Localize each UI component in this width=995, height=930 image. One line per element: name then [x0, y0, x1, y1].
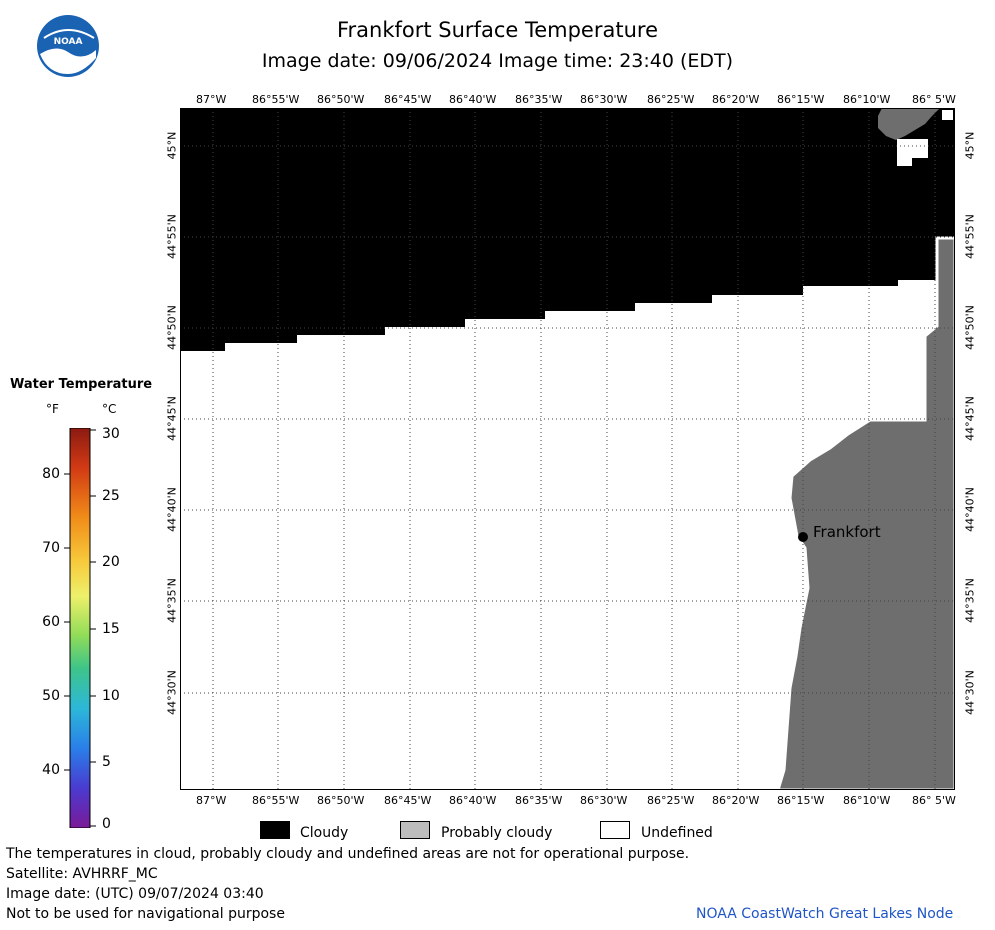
colorbar-f-label: 80 [42, 466, 60, 482]
lon-tick-bottom: 86°20'W [712, 794, 760, 807]
colorbar-title: Water Temperature [10, 377, 153, 392]
legend-label-cloudy: Cloudy [300, 825, 349, 841]
land-area-north [878, 108, 940, 140]
colorbar-c-label: 15 [102, 621, 120, 637]
lat-tick-left: 44°30'N [165, 670, 179, 715]
footer-satellite: Satellite: AVHRRF_MC [6, 866, 158, 882]
colorbar-c-label: 20 [102, 554, 120, 570]
lon-tick-top: 86°40'W [449, 93, 497, 106]
lon-tick-top: 86°20'W [712, 93, 760, 106]
image-date-time: Image date: 09/06/2024 Image time: 23:40… [261, 50, 734, 72]
frankfort-label: Frankfort [813, 523, 881, 541]
lat-tick-right: 44°30'N [963, 670, 977, 715]
lat-tick-left: 44°35'N [165, 578, 179, 623]
unit-fahrenheit: °F [46, 402, 59, 416]
temperature-colorbar [64, 428, 96, 828]
colorbar-c-label: 30 [102, 426, 120, 442]
lon-tick-bottom: 86°45'W [384, 794, 432, 807]
page-title: Frankfort Surface Temperature [336, 18, 658, 42]
graticule [180, 108, 955, 790]
land-area [776, 236, 955, 790]
lon-tick-top: 87°W [196, 93, 227, 106]
lon-tick-bottom: 86° 5'W [912, 794, 956, 807]
legend-label-probably-cloudy: Probably cloudy [441, 825, 553, 841]
footer-disclaimer: The temperatures in cloud, probably clou… [6, 846, 690, 862]
lat-tick-right: 44°45'N [963, 396, 977, 441]
credit-link[interactable]: NOAA CoastWatch Great Lakes Node [696, 906, 954, 922]
noaa-logo-icon: NOAA [36, 14, 100, 78]
footer-utc-date: Image date: (UTC) 09/07/2024 03:40 [6, 886, 264, 902]
lat-tick-right: 44°40'N [963, 487, 977, 532]
logo-text: NOAA [54, 37, 83, 47]
lat-tick-left: 45°N [165, 131, 179, 160]
colorbar-f-label: 70 [42, 540, 60, 556]
colorbar-c-label: 25 [102, 488, 120, 504]
undefined-patch-corner [942, 110, 953, 120]
lon-tick-bottom: 86°10'W [843, 794, 891, 807]
legend-swatch-cloudy [260, 821, 290, 839]
cloudy-area [180, 108, 955, 351]
colorbar-c-label: 0 [102, 816, 111, 832]
lon-tick-bottom: 87°W [196, 794, 227, 807]
lat-tick-right: 44°50'N [963, 305, 977, 350]
lon-tick-top: 86°55'W [252, 93, 300, 106]
legend-swatch-probably-cloudy [400, 821, 430, 839]
lon-tick-bottom: 86°15'W [777, 794, 825, 807]
colorbar-c-label: 5 [102, 754, 111, 770]
lon-tick-bottom: 86°55'W [252, 794, 300, 807]
lon-tick-bottom: 86°40'W [449, 794, 497, 807]
lon-tick-top: 86°50'W [317, 93, 365, 106]
lon-tick-bottom: 86°50'W [317, 794, 365, 807]
lon-tick-top: 86°30'W [580, 93, 628, 106]
lon-tick-top: 86°10'W [843, 93, 891, 106]
lat-tick-right: 45°N [963, 131, 977, 160]
lon-tick-top: 86°35'W [515, 93, 563, 106]
lon-tick-top: 86°15'W [777, 93, 825, 106]
map-frame [180, 108, 955, 790]
lat-tick-left: 44°50'N [165, 305, 179, 350]
lon-tick-bottom: 86°30'W [580, 794, 628, 807]
lat-tick-right: 44°55'N [963, 214, 977, 259]
frankfort-marker [798, 532, 808, 542]
legend-label-undefined: Undefined [641, 825, 713, 841]
legend-swatch-undefined [600, 821, 630, 839]
lat-tick-left: 44°40'N [165, 487, 179, 532]
lon-tick-top: 86°45'W [384, 93, 432, 106]
colorbar-f-label: 50 [42, 688, 60, 704]
lon-tick-top: 86°25'W [647, 93, 695, 106]
lon-tick-top: 86° 5'W [912, 93, 956, 106]
lat-tick-left: 44°45'N [165, 396, 179, 441]
colorbar-f-label: 60 [42, 614, 60, 630]
unit-celsius: °C [102, 402, 117, 416]
colorbar-f-label: 40 [42, 762, 60, 778]
colorbar-c-label: 10 [102, 688, 120, 704]
lat-tick-left: 44°55'N [165, 214, 179, 259]
lon-tick-bottom: 86°35'W [515, 794, 563, 807]
lat-tick-right: 44°35'N [963, 578, 977, 623]
lon-tick-bottom: 86°25'W [647, 794, 695, 807]
footer-navigation-note: Not to be used for navigational purpose [6, 906, 285, 922]
temperature-map: Frankfort [180, 108, 955, 790]
